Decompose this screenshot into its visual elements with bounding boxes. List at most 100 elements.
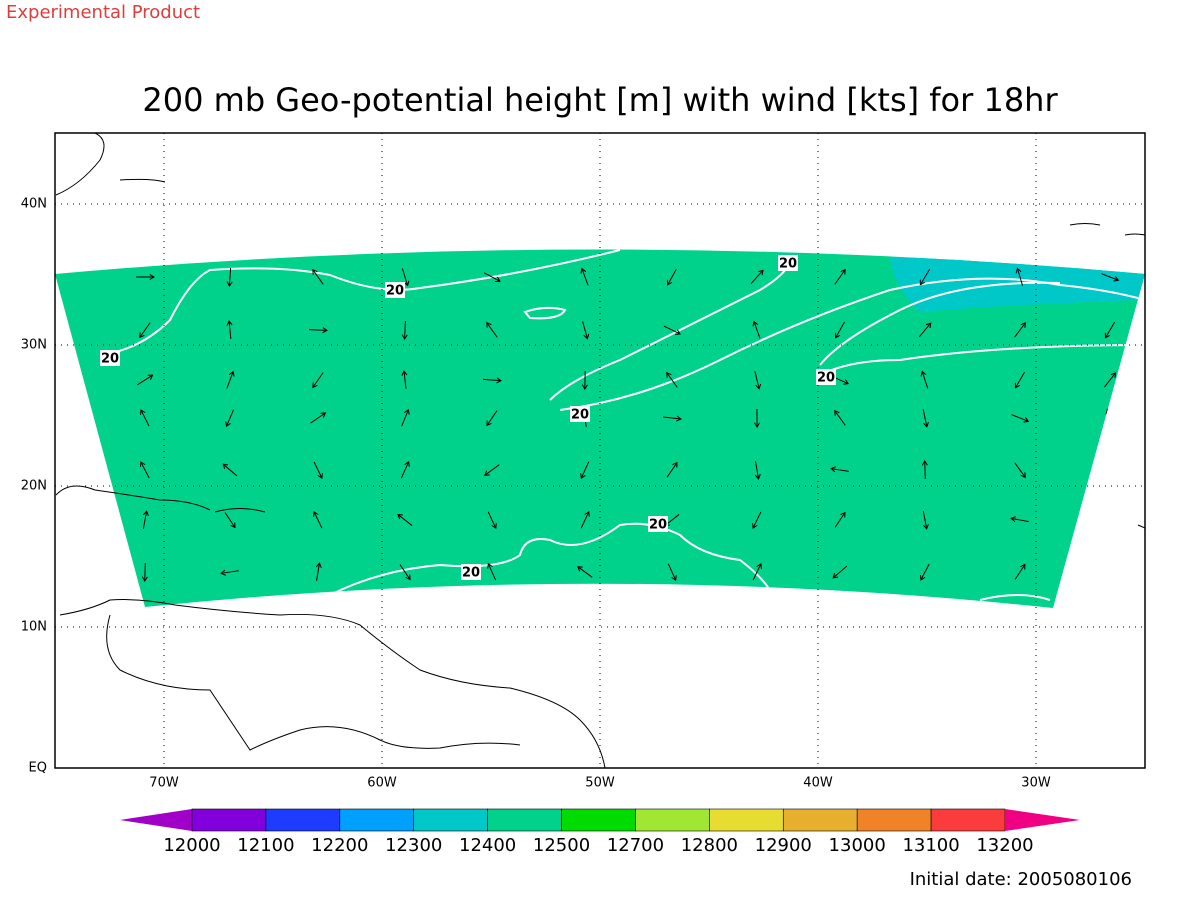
- colorbar-label: 12300: [385, 835, 442, 856]
- wind-arrow: [397, 513, 413, 526]
- colorbar-box: [265, 808, 341, 832]
- coastlines: [55, 133, 1145, 768]
- colorbar-box: [413, 808, 488, 832]
- colorbar-box: [709, 808, 784, 832]
- wind-arrow: [1011, 414, 1030, 423]
- wind-arrow: [921, 460, 928, 480]
- height-field: [55, 249, 1145, 608]
- colorbar-low-triangle: [120, 809, 192, 831]
- lat-tick-label: EQ: [29, 761, 47, 776]
- wind-arrow: [222, 463, 238, 477]
- wind-arrow: [752, 320, 761, 339]
- wind-arrow: [834, 268, 846, 285]
- wind-arrow: [313, 461, 323, 479]
- wind-arrow: [486, 321, 498, 338]
- colorbar-label: 12500: [533, 835, 590, 856]
- wind-arrow: [483, 272, 501, 282]
- product-note: Experimental Product: [6, 2, 200, 23]
- wind-arrow: [667, 563, 677, 582]
- contour-label-box: [385, 282, 405, 298]
- colorbar-label: 13000: [829, 835, 886, 856]
- wind-arrow: [483, 464, 500, 476]
- wind-arrow: [226, 370, 235, 389]
- wind-arrow: [224, 512, 236, 529]
- wind-arrow: [400, 460, 410, 479]
- plot-area: [55, 133, 1145, 768]
- wind-arrow: [920, 563, 930, 581]
- wind-arrow: [1107, 563, 1114, 582]
- contour-label: 20: [462, 566, 480, 581]
- contour-label: 20: [649, 518, 667, 533]
- wind-arrow: [220, 569, 239, 576]
- wind-arrow: [580, 267, 589, 286]
- wind-arrow: [308, 327, 328, 334]
- map-frame: [54, 132, 1146, 769]
- colorbar-label: 12400: [459, 835, 516, 856]
- map-title: 200 mb Geo-potential height [m] with win…: [142, 81, 1058, 119]
- wind-arrow: [750, 269, 764, 285]
- wind-arrow: [142, 510, 149, 529]
- lat-tick-label: 30N: [21, 338, 47, 353]
- wind-arrow: [918, 322, 932, 338]
- wind-arrow: [830, 466, 849, 473]
- wind-arrow: [226, 267, 233, 287]
- wind-arrow: [580, 461, 590, 480]
- wind-arrow: [1014, 563, 1026, 580]
- wind-arrow: [136, 273, 155, 281]
- wind-arrow: [401, 268, 410, 287]
- wind-arrow: [482, 377, 502, 384]
- wind-arrow: [310, 412, 327, 424]
- wind-arrow: [920, 370, 929, 389]
- contour-label-box: [570, 406, 590, 422]
- colorbar-label: 13200: [976, 835, 1033, 856]
- wind-arrow: [315, 562, 322, 581]
- wind-arrow: [1015, 267, 1024, 286]
- wind-arrow: [401, 408, 410, 427]
- colorbar-label: 13100: [902, 835, 959, 856]
- wind-arrow: [666, 268, 677, 286]
- wind-arrow: [1101, 273, 1120, 282]
- wind-arrow: [399, 564, 411, 581]
- wind-arrow: [225, 409, 235, 428]
- wind-arrow: [1014, 462, 1026, 479]
- wind-arrow: [666, 371, 678, 388]
- lon-tick-label: 30W: [1021, 776, 1051, 791]
- colorbar-label: 12200: [311, 835, 368, 856]
- wind-arrow: [922, 409, 929, 428]
- colorbar: 12000 12100 12200 12300 12400 12500 12700 12800…: [120, 808, 1080, 856]
- contour-label: 20: [779, 257, 797, 272]
- wind-arrow: [226, 320, 233, 340]
- wind-arrow: [666, 461, 678, 478]
- wind-arrow: [1106, 510, 1113, 530]
- colorbar-label: 12100: [237, 835, 294, 856]
- contour-label: 20: [101, 352, 119, 367]
- wind-arrow: [487, 511, 497, 530]
- lon-tick-label: 50W: [585, 776, 615, 791]
- wind-arrow: [752, 511, 762, 529]
- initial-date: Initial date: 2005080106: [910, 869, 1132, 890]
- contour-label-box: [648, 516, 668, 532]
- wind-arrow: [140, 461, 150, 479]
- wind-arrow: [582, 321, 590, 340]
- wind-arrow: [1104, 321, 1116, 339]
- wind-arrow: [832, 565, 848, 579]
- contour-label-box: [778, 255, 798, 271]
- wind-arrow: [754, 371, 762, 390]
- colorbar-label: 12900: [755, 835, 812, 856]
- wind-arrow: [312, 372, 324, 389]
- height-field-high: [890, 257, 1145, 312]
- colorbar-label: 12700: [607, 835, 664, 856]
- contour-label-box: [816, 369, 836, 385]
- wind-arrow: [663, 325, 681, 335]
- wind-arrow: [137, 374, 154, 386]
- wind-arrow: [754, 461, 761, 480]
- wind-arrow: [754, 408, 761, 428]
- wind-arrow: [140, 409, 150, 427]
- contour-label-box: [461, 564, 481, 580]
- wind-arrow: [834, 409, 846, 426]
- wind-arrow: [401, 320, 408, 340]
- colorbar-box: [487, 808, 562, 832]
- wind-arrow: [1014, 371, 1025, 389]
- wind-arrow: [580, 510, 590, 529]
